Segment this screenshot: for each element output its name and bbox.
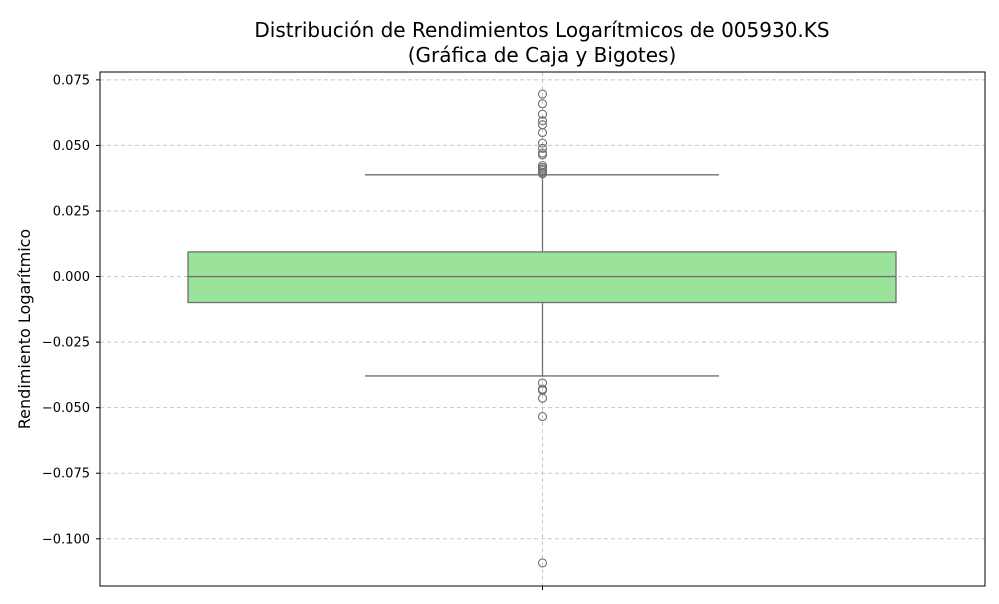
- outlier-point: [537, 128, 548, 138]
- outlier-point: [537, 109, 548, 119]
- outlier-points: [537, 89, 548, 568]
- outlier-point: [537, 116, 548, 126]
- y-axis-ticks: 0.075 0.050 0.025 0.000 −0.025 −0.050 −0.075 −0…: [42, 73, 543, 590]
- outlier-point: [537, 99, 548, 109]
- y-tick-label: −0.075: [42, 467, 90, 482]
- chart-title-line2: (Gráfica de Caja y Bigotes): [408, 43, 677, 67]
- y-tick-label: 0.050: [53, 139, 90, 154]
- chart-title-line1: Distribución de Rendimientos Logarítmico…: [254, 18, 829, 42]
- y-axis-label: Rendimiento Logarítmico: [15, 229, 34, 429]
- outlier-point: [537, 169, 548, 179]
- outlier-point: [537, 150, 548, 160]
- y-tick-label: 0.075: [53, 73, 90, 88]
- y-tick-label: −0.100: [42, 532, 90, 547]
- box-and-whiskers: [187, 174, 897, 377]
- y-tick-label: 0.000: [53, 270, 90, 285]
- y-tick-label: −0.050: [42, 401, 90, 416]
- outlier-point: [537, 89, 548, 99]
- outlier-point: [537, 393, 548, 403]
- outlier-point: [537, 138, 548, 148]
- y-tick-label: 0.025: [53, 204, 90, 219]
- outlier-point: [537, 412, 548, 422]
- outlier-point: [537, 558, 548, 568]
- outlier-point: [537, 143, 548, 153]
- interquartile-box: [187, 251, 897, 304]
- y-tick-label: −0.025: [42, 336, 90, 351]
- outlier-point: [537, 378, 548, 388]
